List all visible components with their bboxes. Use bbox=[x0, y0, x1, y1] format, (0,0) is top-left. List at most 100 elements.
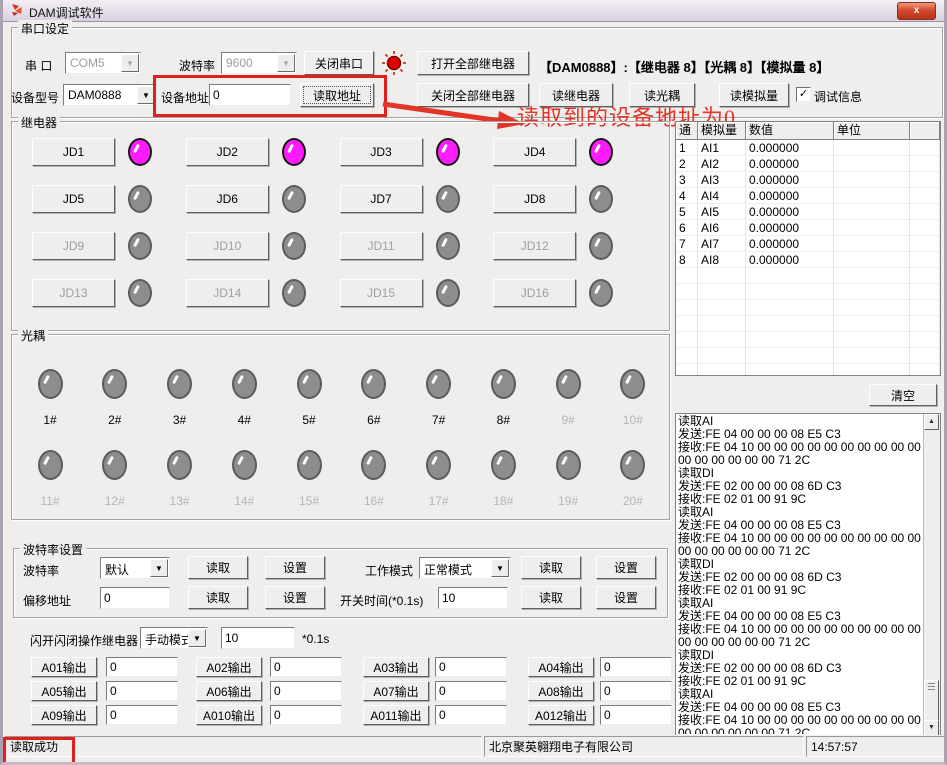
opto-13-led-icon bbox=[167, 450, 193, 480]
ao8-output-button[interactable]: A08输出 bbox=[528, 681, 594, 701]
ao5-output-button[interactable]: A05输出 bbox=[31, 681, 97, 701]
baud-set-button[interactable]: 设置 bbox=[265, 556, 325, 579]
opto-channel: 4# bbox=[224, 369, 264, 427]
switch-time-read-button[interactable]: 读取 bbox=[521, 586, 581, 609]
relay-jd3-button[interactable]: JD3 bbox=[339, 138, 423, 166]
ao3-output-button[interactable]: A03输出 bbox=[363, 657, 429, 677]
status-message: 读取成功 bbox=[5, 736, 482, 757]
close-all-relays-button[interactable]: 关闭全部继电器 bbox=[417, 83, 529, 107]
opto-channel: 17# bbox=[419, 450, 459, 508]
ao11-output-input[interactable] bbox=[435, 705, 507, 725]
log-scrollbar[interactable]: ▲ ▼ bbox=[923, 414, 940, 736]
relay-jd1-led-icon bbox=[128, 138, 152, 166]
relay-jd12-button: JD12 bbox=[493, 232, 577, 260]
serial-status-led-icon bbox=[382, 51, 406, 75]
app-logo-icon bbox=[12, 4, 22, 16]
opto-channel: 9# bbox=[548, 369, 588, 427]
device-addr-input[interactable] bbox=[209, 84, 291, 106]
ao5-output-input[interactable] bbox=[106, 681, 178, 701]
switch-time-input[interactable] bbox=[438, 587, 508, 609]
opto-channel: 6# bbox=[354, 369, 394, 427]
offset-set-button[interactable]: 设置 bbox=[265, 586, 325, 609]
baud-select: 9600 ▼ bbox=[221, 52, 297, 74]
opto-14-led-icon bbox=[231, 450, 257, 480]
ao4-output-input[interactable] bbox=[600, 657, 672, 677]
switch-time-set-button[interactable]: 设置 bbox=[596, 586, 656, 609]
close-serial-button[interactable]: 关闭串口 bbox=[304, 51, 374, 75]
relay-jd4-button[interactable]: JD4 bbox=[493, 138, 577, 166]
opto-channel: 13# bbox=[160, 450, 200, 508]
read-address-button[interactable]: 读取地址 bbox=[300, 83, 374, 107]
opto-channel: 10# bbox=[613, 369, 653, 427]
opto-channel: 20# bbox=[613, 450, 653, 508]
relay-jd1-button[interactable]: JD1 bbox=[32, 138, 115, 166]
read-opto-button[interactable]: 读光耦 bbox=[629, 83, 695, 107]
ao12-output-input[interactable] bbox=[600, 705, 672, 725]
flash-mode-select[interactable]: 手动模式 ▼ bbox=[140, 627, 208, 649]
ao9-output-button[interactable]: A09输出 bbox=[31, 705, 97, 725]
relay-jd8-button[interactable]: JD8 bbox=[493, 185, 577, 213]
baud-settings-group: 波特率设置 bbox=[13, 541, 668, 618]
ao8-output-input[interactable] bbox=[600, 681, 672, 701]
scroll-up-icon[interactable]: ▲ bbox=[924, 414, 939, 430]
status-company: 北京聚英翱翔电子有限公司 bbox=[484, 736, 804, 757]
relay-jd5-button[interactable]: JD5 bbox=[32, 185, 115, 213]
opto-channel: 12# bbox=[95, 450, 135, 508]
relay-jd13-led-icon bbox=[128, 279, 152, 307]
status-bar: 读取成功 北京聚英翱翔电子有限公司 14:57:57 bbox=[3, 735, 944, 759]
relay-cell: JD12 bbox=[493, 232, 647, 260]
open-all-relays-button[interactable]: 打开全部继电器 bbox=[417, 51, 529, 75]
baud2-select[interactable]: 默认 ▼ bbox=[100, 557, 170, 579]
ao6-output-button[interactable]: A06输出 bbox=[196, 681, 262, 701]
ao4-output-button[interactable]: A04输出 bbox=[528, 657, 594, 677]
ao1-output-button[interactable]: A01输出 bbox=[31, 657, 97, 677]
clear-log-button[interactable]: 清空 bbox=[869, 384, 937, 406]
table-row: 4 AI4 0.000000 bbox=[676, 188, 940, 204]
debug-info-checkbox[interactable]: ✓ bbox=[796, 87, 811, 102]
ao2-output-button[interactable]: A02输出 bbox=[196, 657, 262, 677]
relay-jd14-led-icon bbox=[281, 279, 306, 307]
ao10-output-button[interactable]: A010输出 bbox=[196, 705, 262, 725]
opto-11-led-icon bbox=[37, 450, 63, 480]
scrollbar-thumb[interactable] bbox=[924, 680, 939, 722]
table-row: 2 AI2 0.000000 bbox=[676, 156, 940, 172]
opto-12-led-icon bbox=[102, 450, 128, 480]
close-button[interactable]: x bbox=[897, 2, 936, 20]
relay-cell: JD3 bbox=[339, 138, 494, 166]
flash-time-input[interactable] bbox=[221, 627, 295, 649]
baud-value: 9600 bbox=[226, 56, 253, 70]
offset-addr-input[interactable] bbox=[100, 587, 170, 609]
ao10-output-input[interactable] bbox=[270, 705, 342, 725]
relay-jd10-button: JD10 bbox=[185, 232, 269, 260]
ao9-output-input[interactable] bbox=[106, 705, 178, 725]
relay-jd12-led-icon bbox=[589, 232, 614, 260]
serial-settings-title: 串口设定 bbox=[18, 20, 73, 37]
table-row: 3 AI3 0.000000 bbox=[676, 172, 940, 188]
ao7-output-button[interactable]: A07输出 bbox=[363, 681, 429, 701]
offset-read-button[interactable]: 读取 bbox=[188, 586, 248, 609]
ao3-output-input[interactable] bbox=[435, 657, 507, 677]
relay-jd7-button[interactable]: JD7 bbox=[339, 185, 423, 213]
work-mode-read-button[interactable]: 读取 bbox=[521, 556, 581, 579]
ao6-output-input[interactable] bbox=[270, 681, 342, 701]
relay-jd2-button[interactable]: JD2 bbox=[185, 138, 269, 166]
work-mode-select[interactable]: 正常模式 ▼ bbox=[419, 557, 511, 579]
read-analog-button[interactable]: 读模拟量 bbox=[719, 83, 789, 107]
ao7-output-input[interactable] bbox=[435, 681, 507, 701]
work-mode-set-button[interactable]: 设置 bbox=[596, 556, 656, 579]
log-textarea[interactable]: 读取AI 发送:FE 04 00 00 00 08 E5 C3 接收:FE 04… bbox=[675, 413, 941, 737]
read-relay-button[interactable]: 读继电器 bbox=[539, 83, 613, 107]
ao1-output-input[interactable] bbox=[106, 657, 178, 677]
opto-channel: 11# bbox=[30, 450, 70, 508]
ao12-output-button[interactable]: A012输出 bbox=[528, 705, 594, 725]
scroll-down-icon[interactable]: ▼ bbox=[924, 720, 939, 736]
baud-label: 波特率 bbox=[179, 59, 216, 73]
switch-time-label: 开关时间(*0.1s) bbox=[340, 594, 424, 608]
ao2-output-input[interactable] bbox=[270, 657, 342, 677]
relay-jd6-button[interactable]: JD6 bbox=[185, 185, 269, 213]
relay-cell: JD7 bbox=[339, 185, 494, 213]
device-model-label: 设备型号 bbox=[11, 91, 60, 105]
baud-read-button[interactable]: 读取 bbox=[188, 556, 248, 579]
device-model-select[interactable]: DAM0888 ▼ bbox=[63, 84, 157, 106]
ao11-output-button[interactable]: A011输出 bbox=[363, 705, 429, 725]
